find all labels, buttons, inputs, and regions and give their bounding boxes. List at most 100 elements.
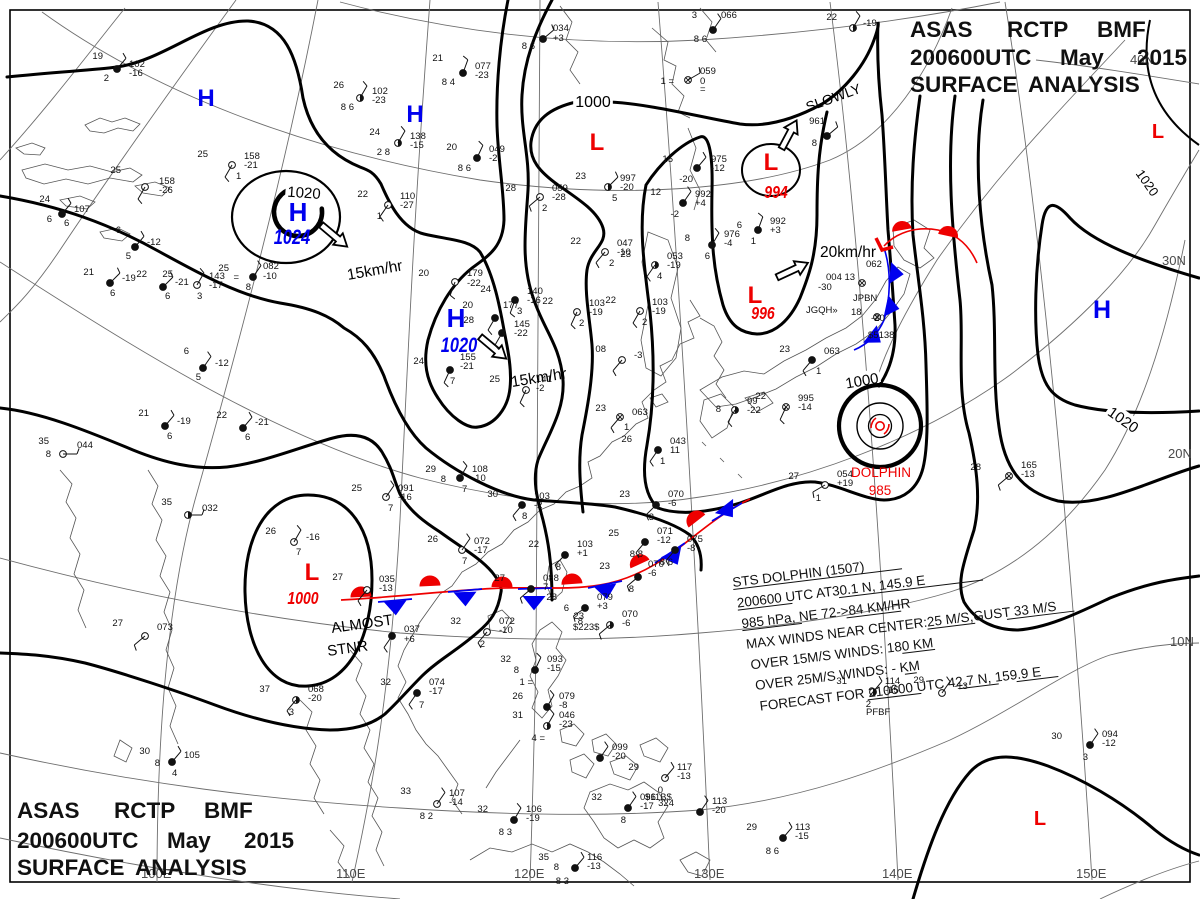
svg-text:8: 8 bbox=[621, 815, 626, 826]
svg-text:-21: -21 bbox=[244, 160, 258, 171]
svg-text:158: 158 bbox=[159, 176, 175, 187]
svg-text:079: 079 bbox=[597, 592, 613, 603]
svg-text:8: 8 bbox=[629, 584, 634, 595]
svg-text:1020: 1020 bbox=[441, 333, 478, 356]
svg-text:23: 23 bbox=[575, 171, 586, 182]
svg-text:25: 25 bbox=[218, 263, 229, 274]
svg-text:JPBN: JPBN bbox=[853, 293, 877, 304]
svg-text:-19: -19 bbox=[526, 813, 540, 824]
svg-text:H: H bbox=[447, 303, 466, 333]
svg-text:-23: -23 bbox=[475, 70, 489, 81]
svg-text:107: 107 bbox=[74, 204, 90, 215]
svg-text:+6: +6 bbox=[404, 634, 415, 645]
svg-text:-19: -19 bbox=[589, 307, 603, 318]
svg-text:7: 7 bbox=[388, 503, 393, 514]
svg-text:24: 24 bbox=[39, 194, 50, 205]
svg-text:-2: -2 bbox=[534, 500, 542, 511]
svg-text:30: 30 bbox=[1051, 731, 1062, 742]
svg-text:31: 31 bbox=[512, 710, 523, 721]
svg-text:5: 5 bbox=[196, 372, 201, 383]
svg-text:-19: -19 bbox=[863, 18, 877, 29]
svg-text:23: 23 bbox=[619, 489, 630, 500]
svg-text:DOLPHIN: DOLPHIN bbox=[851, 465, 911, 480]
svg-text:1024: 1024 bbox=[274, 225, 311, 248]
svg-text:985: 985 bbox=[869, 483, 892, 498]
svg-text:-10: -10 bbox=[263, 271, 277, 282]
svg-text:30N: 30N bbox=[1162, 253, 1186, 268]
svg-text:8 4: 8 4 bbox=[442, 77, 455, 88]
svg-text:1: 1 bbox=[377, 211, 382, 222]
svg-text:-12: -12 bbox=[657, 535, 671, 546]
svg-text:30: 30 bbox=[139, 746, 150, 757]
svg-text:25: 25 bbox=[489, 374, 500, 385]
svg-text:35: 35 bbox=[161, 497, 172, 508]
svg-text:037: 037 bbox=[404, 624, 420, 635]
svg-text:27: 27 bbox=[494, 573, 505, 584]
svg-text:1: 1 bbox=[816, 493, 821, 504]
svg-text:114: 114 bbox=[885, 676, 900, 687]
svg-text:3: 3 bbox=[197, 291, 202, 302]
svg-text:$5138: $5138 bbox=[868, 330, 894, 341]
svg-text:8 6: 8 6 bbox=[660, 557, 673, 568]
svg-text:20N: 20N bbox=[1168, 446, 1192, 461]
svg-text:4 =: 4 = bbox=[532, 733, 546, 744]
svg-text:141: 141 bbox=[536, 374, 552, 385]
svg-text:-19: -19 bbox=[122, 273, 136, 284]
svg-text:1000: 1000 bbox=[844, 370, 880, 393]
svg-text:108: 108 bbox=[472, 464, 488, 475]
svg-text:22: 22 bbox=[605, 295, 616, 306]
svg-text:22: 22 bbox=[826, 12, 837, 23]
svg-text:6: 6 bbox=[47, 214, 52, 225]
svg-text:15: 15 bbox=[662, 154, 673, 165]
svg-text:+1: +1 bbox=[577, 548, 588, 559]
svg-text:103: 103 bbox=[652, 297, 668, 308]
svg-text:20km/hr: 20km/hr bbox=[820, 244, 876, 261]
svg-text:-3: -3 bbox=[634, 350, 642, 361]
svg-text:6: 6 bbox=[564, 603, 569, 614]
svg-text:-16: -16 bbox=[527, 295, 541, 306]
svg-text:8: 8 bbox=[155, 758, 160, 769]
svg-text:ASAS: ASAS bbox=[910, 17, 973, 42]
svg-text:074: 074 bbox=[429, 677, 445, 688]
svg-text:May: May bbox=[167, 828, 211, 853]
svg-text:2 8: 2 8 bbox=[377, 147, 390, 158]
svg-text:29: 29 bbox=[628, 762, 639, 773]
svg-text:-15: -15 bbox=[795, 831, 809, 842]
svg-text:102: 102 bbox=[129, 59, 145, 70]
svg-text:35: 35 bbox=[538, 852, 549, 863]
svg-text:-14: -14 bbox=[449, 797, 463, 808]
svg-text:165: 165 bbox=[1021, 460, 1037, 471]
svg-text:8: 8 bbox=[246, 282, 251, 293]
svg-text:-16: -16 bbox=[306, 532, 320, 543]
svg-text:28: 28 bbox=[546, 592, 557, 603]
svg-text:$223$: $223$ bbox=[573, 622, 600, 633]
svg-text:032: 032 bbox=[202, 503, 218, 514]
svg-text:-13: -13 bbox=[587, 861, 601, 872]
svg-text:1 =: 1 = bbox=[520, 677, 534, 688]
svg-text:-15: -15 bbox=[547, 663, 561, 674]
svg-text:-20: -20 bbox=[620, 182, 634, 193]
svg-text:8 6: 8 6 bbox=[341, 102, 354, 113]
svg-text:+3: +3 bbox=[770, 225, 781, 236]
svg-text:082: 082 bbox=[263, 261, 279, 272]
svg-text:BMF: BMF bbox=[204, 798, 253, 823]
svg-text:070: 070 bbox=[622, 609, 638, 620]
svg-text:25: 25 bbox=[110, 165, 121, 176]
svg-text:23: 23 bbox=[779, 344, 790, 355]
svg-text:3: 3 bbox=[649, 512, 654, 523]
svg-text:0: 0 bbox=[700, 76, 705, 87]
svg-text:034: 034 bbox=[553, 23, 569, 34]
svg-text:043: 043 bbox=[670, 436, 686, 447]
svg-text:-10: -10 bbox=[617, 247, 631, 258]
svg-text:961: 961 bbox=[809, 116, 825, 127]
svg-text:091: 091 bbox=[398, 483, 414, 494]
svg-text:99: 99 bbox=[747, 396, 758, 407]
svg-text:22: 22 bbox=[357, 189, 368, 200]
svg-text:28: 28 bbox=[505, 183, 516, 194]
svg-text:-16: -16 bbox=[129, 68, 143, 79]
svg-text:8 8: 8 8 bbox=[630, 549, 643, 560]
svg-text:21: 21 bbox=[432, 53, 443, 64]
svg-text:28: 28 bbox=[970, 462, 981, 473]
svg-text:0: 0 bbox=[658, 785, 663, 796]
svg-text:23: 23 bbox=[599, 561, 610, 572]
